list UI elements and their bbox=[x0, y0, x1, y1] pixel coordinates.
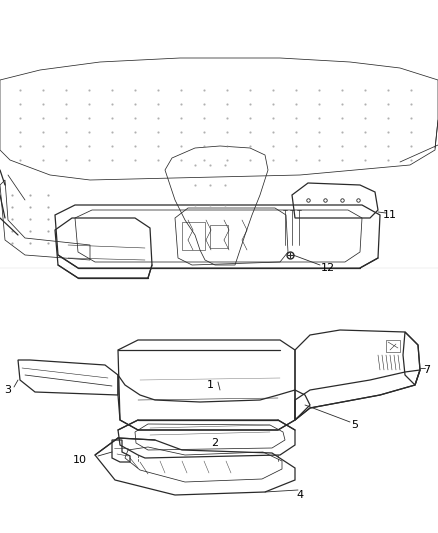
Text: 11: 11 bbox=[383, 210, 397, 220]
Text: 5: 5 bbox=[352, 420, 358, 430]
Text: 10: 10 bbox=[73, 455, 87, 465]
Text: 2: 2 bbox=[212, 438, 219, 448]
Text: 7: 7 bbox=[424, 365, 431, 375]
Text: 4: 4 bbox=[297, 490, 304, 500]
Text: 3: 3 bbox=[4, 385, 11, 395]
Text: 12: 12 bbox=[321, 263, 335, 273]
Text: 1: 1 bbox=[206, 380, 213, 390]
